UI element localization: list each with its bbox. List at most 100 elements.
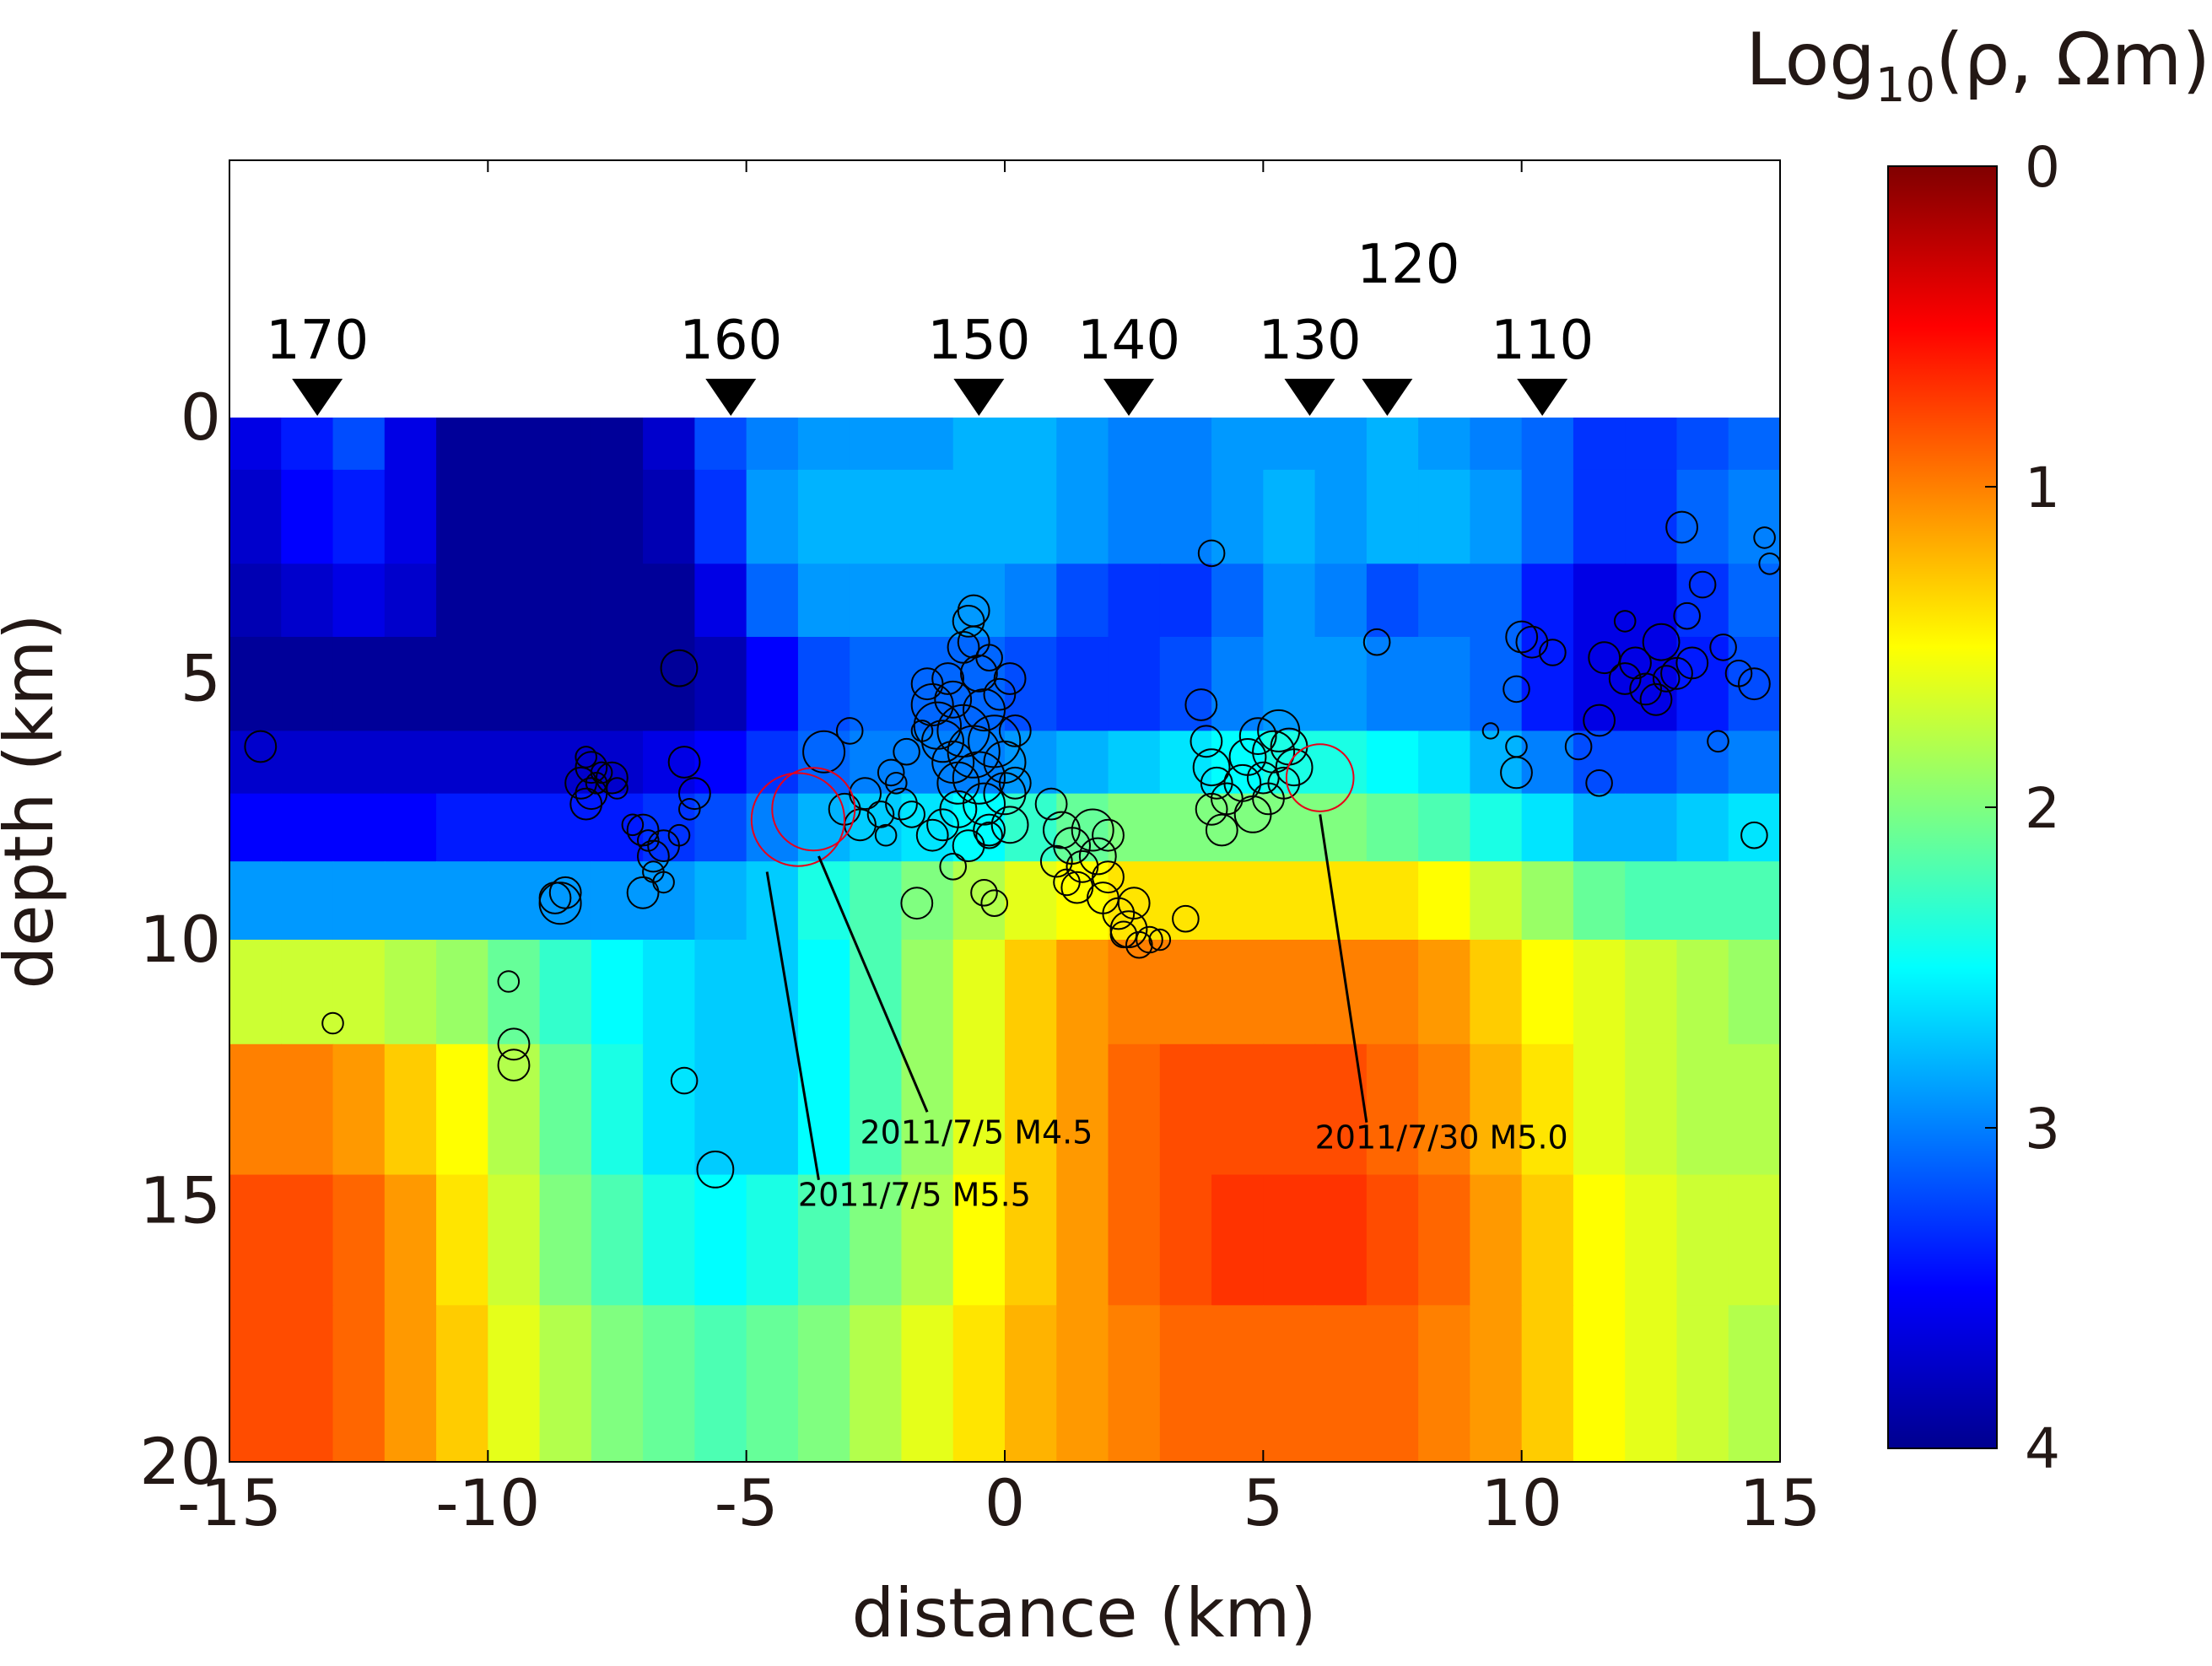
heatmap-cell bbox=[384, 793, 437, 862]
heatmap-cell bbox=[1470, 418, 1523, 471]
heatmap-cell bbox=[1573, 418, 1626, 471]
heatmap-cell bbox=[436, 469, 489, 565]
heatmap-cell bbox=[436, 563, 489, 638]
heatmap-cell bbox=[797, 861, 850, 941]
earthquake-circle bbox=[1738, 667, 1771, 701]
heatmap-cell bbox=[1728, 469, 1781, 565]
heatmap-cell bbox=[643, 418, 696, 471]
colorbar-tick-label: 4 bbox=[2025, 1416, 2060, 1481]
heatmap-cell bbox=[1470, 1174, 1523, 1307]
heatmap-cell bbox=[694, 940, 747, 1045]
y-tick-label: 5 bbox=[181, 641, 221, 716]
earthquake-circle bbox=[1675, 646, 1709, 680]
heatmap-cell bbox=[901, 1305, 954, 1463]
earthquake-circle bbox=[885, 772, 908, 795]
heatmap-cell bbox=[1418, 418, 1471, 471]
heatmap-cell bbox=[694, 1174, 747, 1307]
heatmap-cell bbox=[1211, 861, 1265, 941]
heatmap-cell bbox=[488, 1174, 541, 1307]
heatmap-cell bbox=[952, 1305, 1006, 1463]
earthquake-circle bbox=[1060, 871, 1094, 904]
heatmap-cell bbox=[1211, 469, 1265, 565]
heatmap-cell bbox=[281, 418, 334, 471]
heatmap-cell bbox=[384, 418, 437, 471]
earthquake-circle bbox=[1117, 887, 1151, 920]
earthquake-circle bbox=[998, 766, 1032, 800]
heatmap-cell bbox=[1211, 636, 1265, 732]
heatmap-cell bbox=[229, 418, 283, 471]
heatmap-cell bbox=[1159, 636, 1212, 732]
heatmap-cell bbox=[229, 1174, 283, 1307]
heatmap-cell bbox=[1625, 469, 1678, 565]
heatmap-cell bbox=[1418, 563, 1471, 638]
y-tick-label: 0 bbox=[181, 380, 221, 455]
heatmap-cell bbox=[797, 1174, 850, 1307]
heatmap-cell bbox=[1470, 1305, 1523, 1463]
earthquake-circle bbox=[1078, 837, 1117, 876]
heatmap-cell bbox=[1108, 793, 1161, 862]
heatmap-cell bbox=[229, 1043, 283, 1176]
heatmap-cell bbox=[1418, 1043, 1471, 1176]
heatmap-cell bbox=[488, 1043, 541, 1176]
colorbar-gradient bbox=[1887, 165, 1998, 1449]
earthquake-circle bbox=[678, 798, 701, 821]
heatmap-cell bbox=[539, 940, 592, 1045]
heatmap-cell bbox=[591, 861, 644, 941]
heatmap-cell bbox=[1625, 861, 1678, 941]
heatmap-cell bbox=[1521, 1305, 1574, 1463]
earthquake-circle bbox=[626, 876, 660, 909]
heatmap-cell bbox=[1521, 861, 1574, 941]
station-triangle-marker bbox=[1284, 379, 1335, 416]
heatmap-cell bbox=[1263, 563, 1316, 638]
heatmap-cell bbox=[1211, 940, 1265, 1045]
station-label: 130 bbox=[1258, 310, 1361, 372]
heatmap-cell bbox=[1418, 731, 1471, 795]
annotation-leader-line bbox=[1319, 814, 1368, 1123]
annotation-label: 2011/7/5 M4.5 bbox=[860, 1113, 1093, 1151]
earthquake-circle bbox=[1148, 928, 1172, 952]
earthquake-circle bbox=[497, 970, 521, 993]
earthquake-circle bbox=[1652, 665, 1681, 693]
earthquake-circle bbox=[1740, 821, 1768, 849]
x-tick-label: 5 bbox=[1243, 1465, 1283, 1540]
heatmap-cell bbox=[281, 469, 334, 565]
heatmap-cell bbox=[384, 940, 437, 1045]
heatmap-cell bbox=[1263, 636, 1316, 732]
heatmap-cell bbox=[1521, 731, 1574, 795]
colorbar-label: Log10(ρ, Ωm) bbox=[1745, 18, 2210, 113]
resistivity-heatmap bbox=[229, 418, 1781, 1463]
heatmap-cell bbox=[694, 1043, 747, 1176]
heatmap-cell bbox=[694, 793, 747, 862]
earthquake-circle bbox=[1066, 849, 1099, 883]
heatmap-cell bbox=[694, 469, 747, 565]
heatmap-cell bbox=[591, 793, 644, 862]
heatmap-cell bbox=[281, 940, 334, 1045]
heatmap-cell bbox=[1418, 861, 1471, 941]
heatmap-cell bbox=[1108, 1043, 1161, 1176]
heatmap-cell bbox=[539, 636, 592, 732]
heatmap-cell bbox=[1211, 1043, 1265, 1176]
heatmap-cell bbox=[436, 636, 489, 732]
earthquake-circle bbox=[1190, 725, 1223, 758]
earthquake-circle bbox=[1639, 682, 1673, 716]
heatmap-cell bbox=[1005, 418, 1058, 471]
earthquake-circle bbox=[1505, 620, 1539, 654]
earthquake-circle bbox=[1034, 787, 1068, 821]
heatmap-cell bbox=[1314, 1305, 1368, 1463]
heatmap-cell bbox=[1625, 418, 1678, 471]
earthquake-circle bbox=[244, 730, 278, 763]
heatmap-cell bbox=[1056, 1305, 1109, 1463]
heatmap-cell bbox=[1418, 1305, 1471, 1463]
heatmap-cell bbox=[1314, 469, 1368, 565]
earthquake-circle bbox=[1629, 672, 1663, 706]
heatmap-cell bbox=[1056, 940, 1109, 1045]
heatmap-cell bbox=[539, 418, 592, 471]
heatmap-cell bbox=[1418, 940, 1471, 1045]
earthquake-circle bbox=[1753, 526, 1776, 549]
heatmap-cell bbox=[746, 731, 799, 795]
heatmap-cell bbox=[850, 563, 903, 638]
heatmap-cell bbox=[1676, 1305, 1729, 1463]
earthquake-circle bbox=[866, 801, 895, 828]
earthquake-circle bbox=[975, 821, 1003, 849]
station-label: 150 bbox=[927, 310, 1030, 372]
